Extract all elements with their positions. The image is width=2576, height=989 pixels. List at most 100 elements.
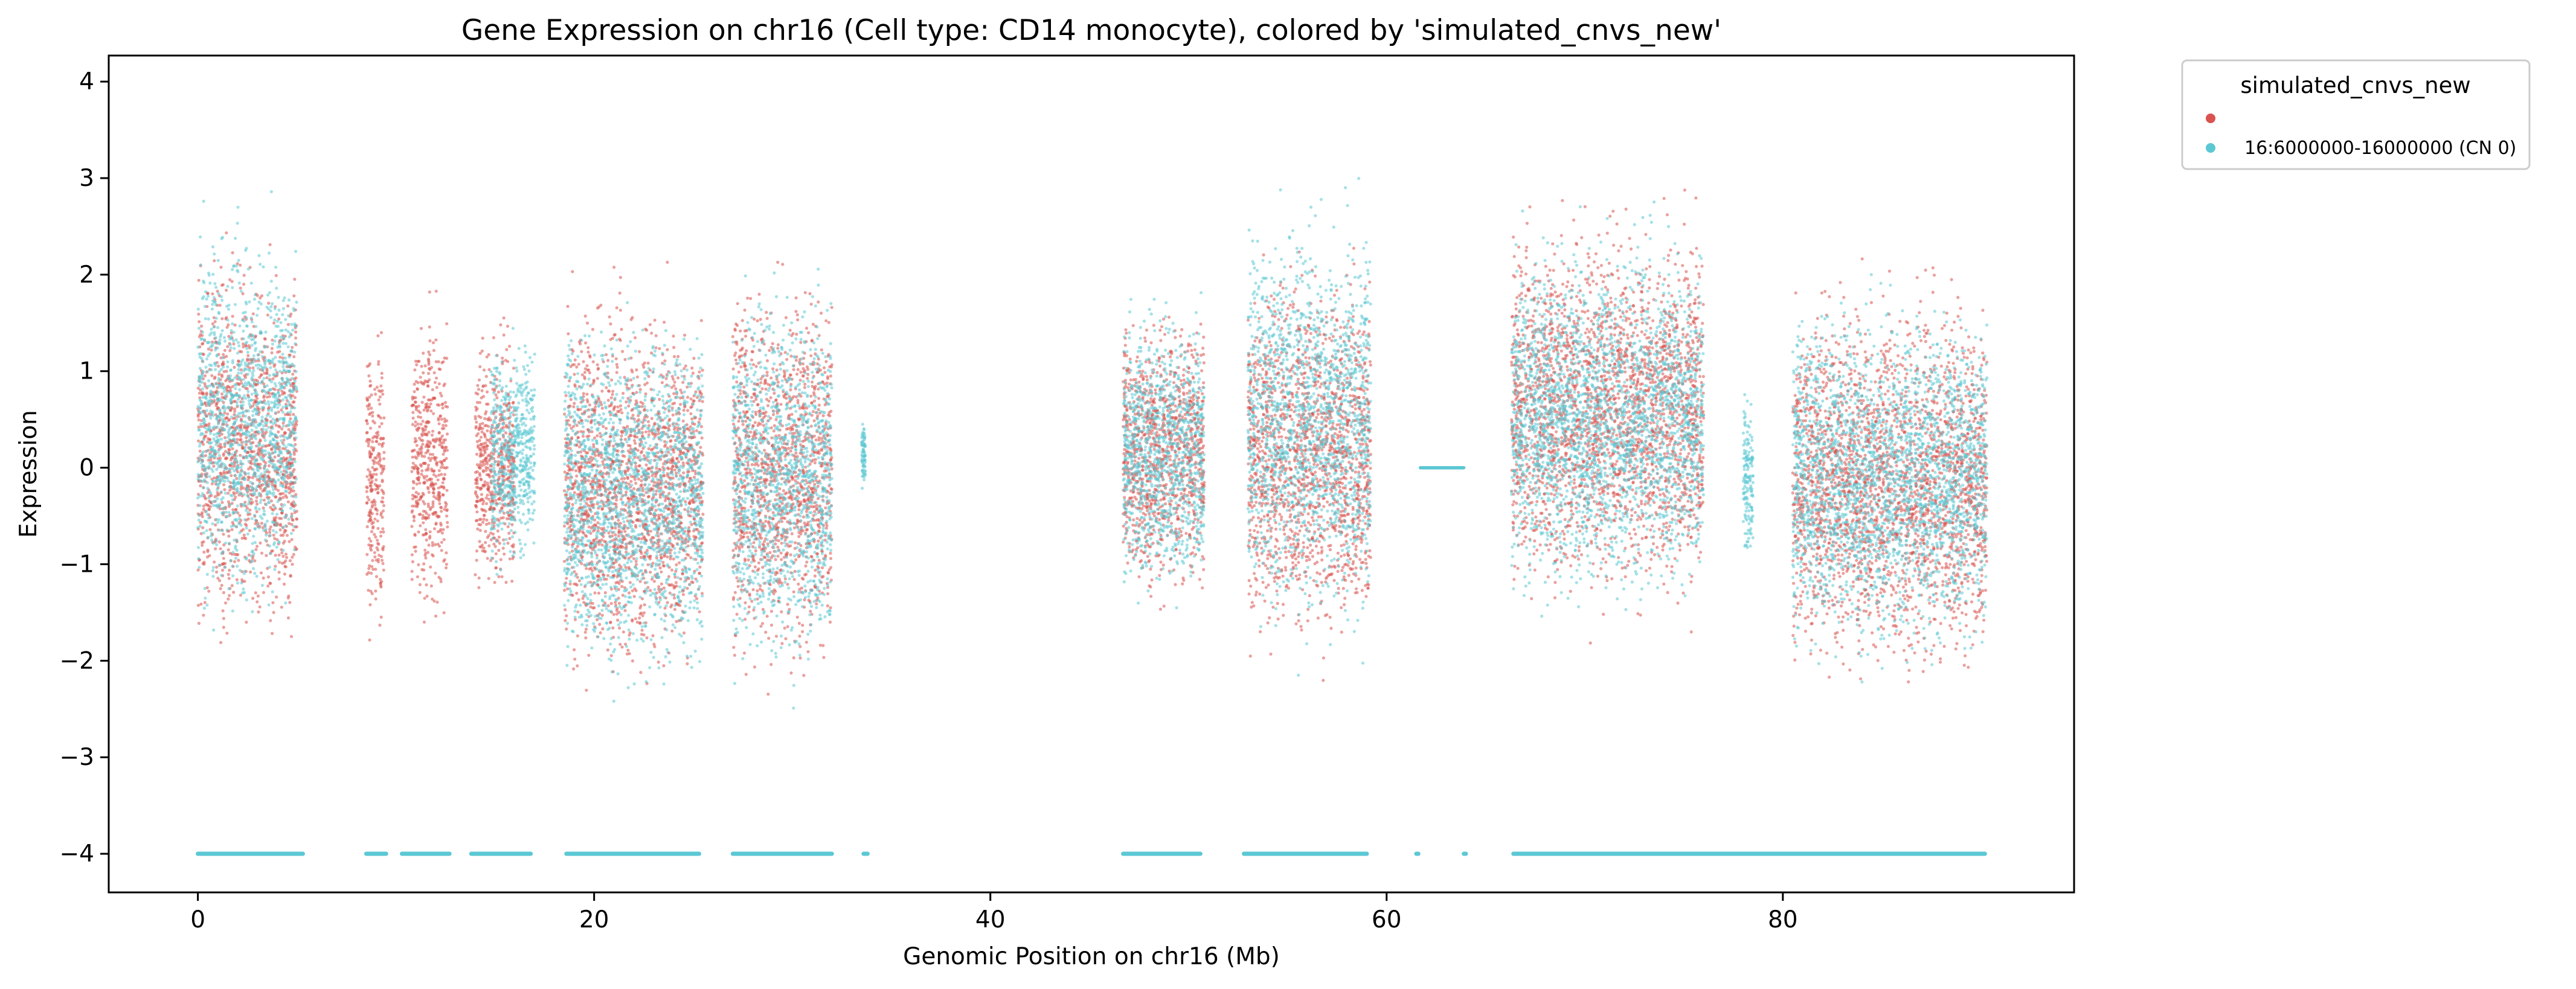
data-point [428, 441, 431, 444]
data-point [220, 501, 223, 504]
data-point [441, 435, 444, 438]
data-point [214, 547, 217, 550]
data-point [293, 278, 296, 281]
data-point [442, 384, 445, 387]
data-point [223, 349, 226, 352]
data-point [261, 490, 264, 493]
data-point [437, 404, 440, 407]
data-point [411, 498, 414, 501]
data-point [377, 415, 381, 418]
data-point [433, 371, 436, 374]
data-point [477, 446, 480, 449]
data-point [422, 533, 425, 536]
data-point [376, 434, 379, 437]
data-point [375, 467, 378, 470]
data-point [370, 522, 373, 525]
data-point [371, 568, 374, 571]
data-point [423, 462, 426, 465]
data-point [412, 487, 415, 490]
data-point [201, 526, 204, 529]
data-point [248, 344, 251, 347]
data-point [435, 386, 438, 389]
data-point [436, 516, 439, 519]
data-point [271, 601, 274, 604]
data-point [217, 493, 220, 496]
data-point [254, 548, 257, 551]
data-point [444, 501, 447, 504]
data-point [672, 414, 675, 417]
data-point [211, 322, 214, 325]
data-point [257, 595, 260, 598]
data-point [491, 388, 494, 391]
data-point [425, 583, 428, 586]
data-point [422, 514, 425, 517]
data-point [207, 590, 210, 593]
data-point [426, 445, 429, 448]
data-point [365, 397, 368, 400]
data-point [416, 477, 419, 480]
data-point [504, 359, 507, 362]
data-point [228, 594, 231, 597]
data-point [428, 353, 431, 356]
data-point [411, 494, 414, 497]
data-point [446, 521, 449, 524]
data-point [487, 577, 490, 580]
data-point [222, 591, 225, 594]
data-point [371, 466, 374, 469]
data-point [421, 517, 424, 520]
data-point [617, 534, 620, 537]
data-point [596, 377, 599, 380]
data-point [381, 527, 384, 530]
data-point [380, 331, 383, 334]
data-point [221, 569, 224, 572]
data-point [197, 313, 200, 316]
data-point [201, 511, 204, 514]
data-point [497, 391, 500, 394]
data-point [369, 546, 372, 549]
data-point [416, 388, 419, 391]
data-point [365, 485, 368, 488]
data-point [485, 523, 488, 526]
data-point [266, 584, 269, 587]
data-point [272, 534, 275, 537]
data-point [672, 557, 675, 560]
data-point [437, 473, 440, 476]
data-point [370, 490, 373, 493]
data-point [478, 540, 481, 543]
data-point [634, 617, 637, 620]
data-point [418, 452, 421, 455]
data-point [243, 374, 246, 377]
data-point [232, 591, 235, 594]
data-point [501, 575, 504, 578]
data-point [198, 622, 201, 625]
data-point [631, 589, 634, 592]
data-point [220, 374, 223, 377]
data-point [211, 292, 214, 295]
data-point [481, 430, 484, 434]
data-point [243, 536, 246, 539]
data-point [365, 553, 368, 556]
data-point [483, 517, 486, 520]
data-point [287, 595, 290, 598]
data-point [371, 459, 374, 462]
data-point [414, 455, 417, 458]
data-point [227, 534, 230, 537]
data-point [245, 443, 248, 446]
data-point [673, 597, 676, 600]
data-point [210, 348, 213, 351]
data-point [248, 508, 251, 511]
data-point [435, 290, 438, 293]
data-point [440, 523, 443, 527]
data-point [432, 469, 435, 472]
data-point [445, 551, 448, 554]
data-point [494, 545, 497, 548]
data-point [429, 453, 432, 456]
data-point [367, 408, 370, 411]
data-point [259, 542, 262, 545]
data-point [607, 398, 610, 402]
data-point [377, 363, 380, 366]
data-point [265, 372, 268, 375]
data-point [377, 443, 381, 446]
data-point [255, 397, 259, 400]
data-point [506, 542, 509, 545]
